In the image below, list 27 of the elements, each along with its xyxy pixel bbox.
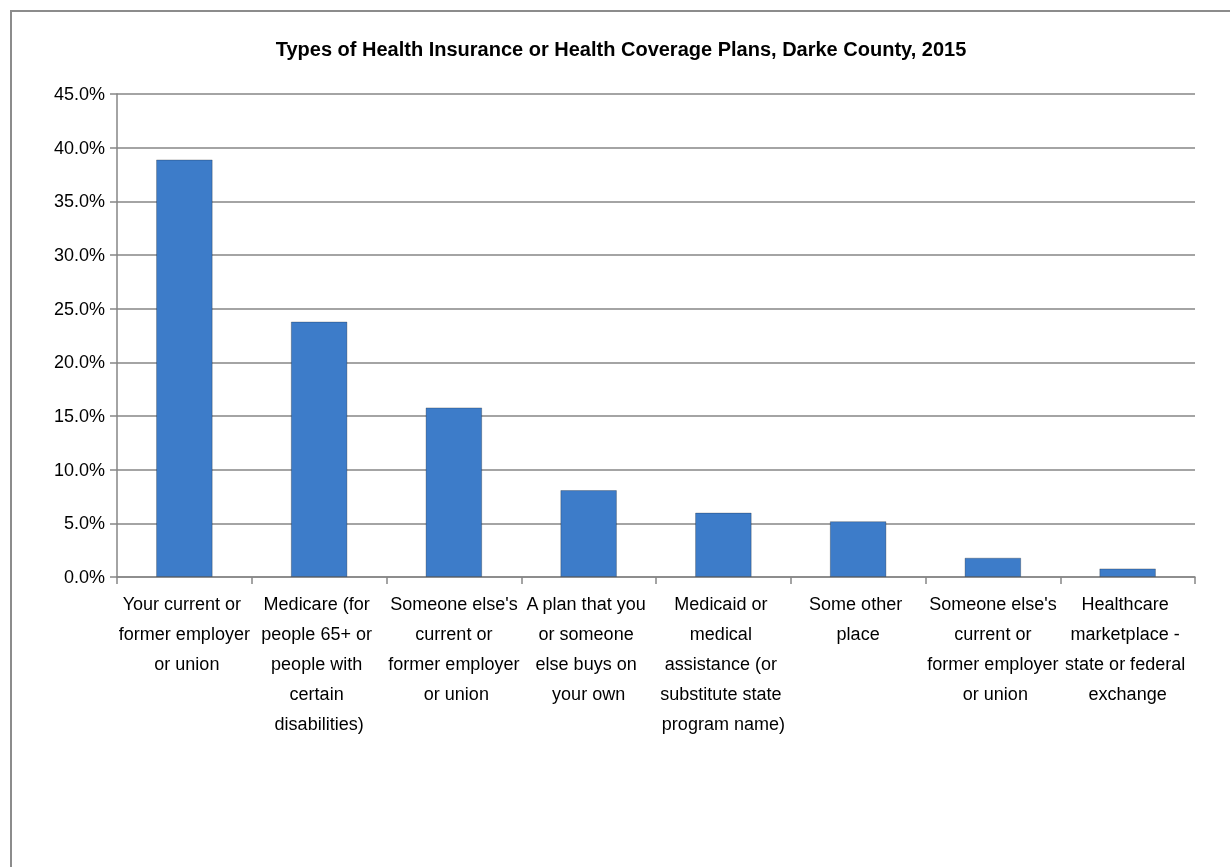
- x-tick-label: Medicaid or medical assistance (or substitute state program name): [660, 594, 787, 734]
- bar: [964, 557, 1022, 577]
- y-tick-label: 45.0%: [53, 84, 105, 104]
- y-tick-label: 5.0%: [63, 513, 105, 534]
- y-tick-label: 40.0%: [53, 137, 105, 158]
- y-tick-label: 15.0%: [53, 406, 105, 426]
- y-tick-label: 20.0%: [53, 352, 105, 373]
- bar: [290, 321, 348, 577]
- chart-title: Types of Health Insurance or Health Coverage Plans, Darke County, 2015: [275, 38, 967, 60]
- y-tick-label: 10.0%: [53, 459, 105, 480]
- x-tick-label: Healthcare marketplace - state or federal exchange: [1065, 594, 1191, 704]
- bar: [425, 407, 483, 577]
- y-tick-label: 0.0%: [63, 567, 105, 587]
- y-tick-label: 25.0%: [53, 298, 105, 319]
- bar: [1099, 568, 1156, 577]
- x-tick-label: A plan that you or someone else buys on your own: [526, 594, 651, 704]
- x-tick-label: Someone else's current or former employer or union: [388, 594, 520, 704]
- bar: [156, 159, 213, 577]
- x-tick-label: Some other place: [809, 594, 908, 644]
- y-tick-label: 30.0%: [53, 245, 105, 265]
- x-tick-label: Medicare (for people 65+ or people with certain disabilities): [261, 594, 377, 734]
- x-tick-label: Your current or former employer or union: [118, 594, 250, 674]
- y-tick-label: 35.0%: [53, 191, 105, 212]
- bar: [695, 512, 752, 577]
- bar: [560, 490, 617, 577]
- bar: [829, 521, 887, 577]
- x-tick-label: Someone else's current or former employer or union: [927, 594, 1059, 704]
